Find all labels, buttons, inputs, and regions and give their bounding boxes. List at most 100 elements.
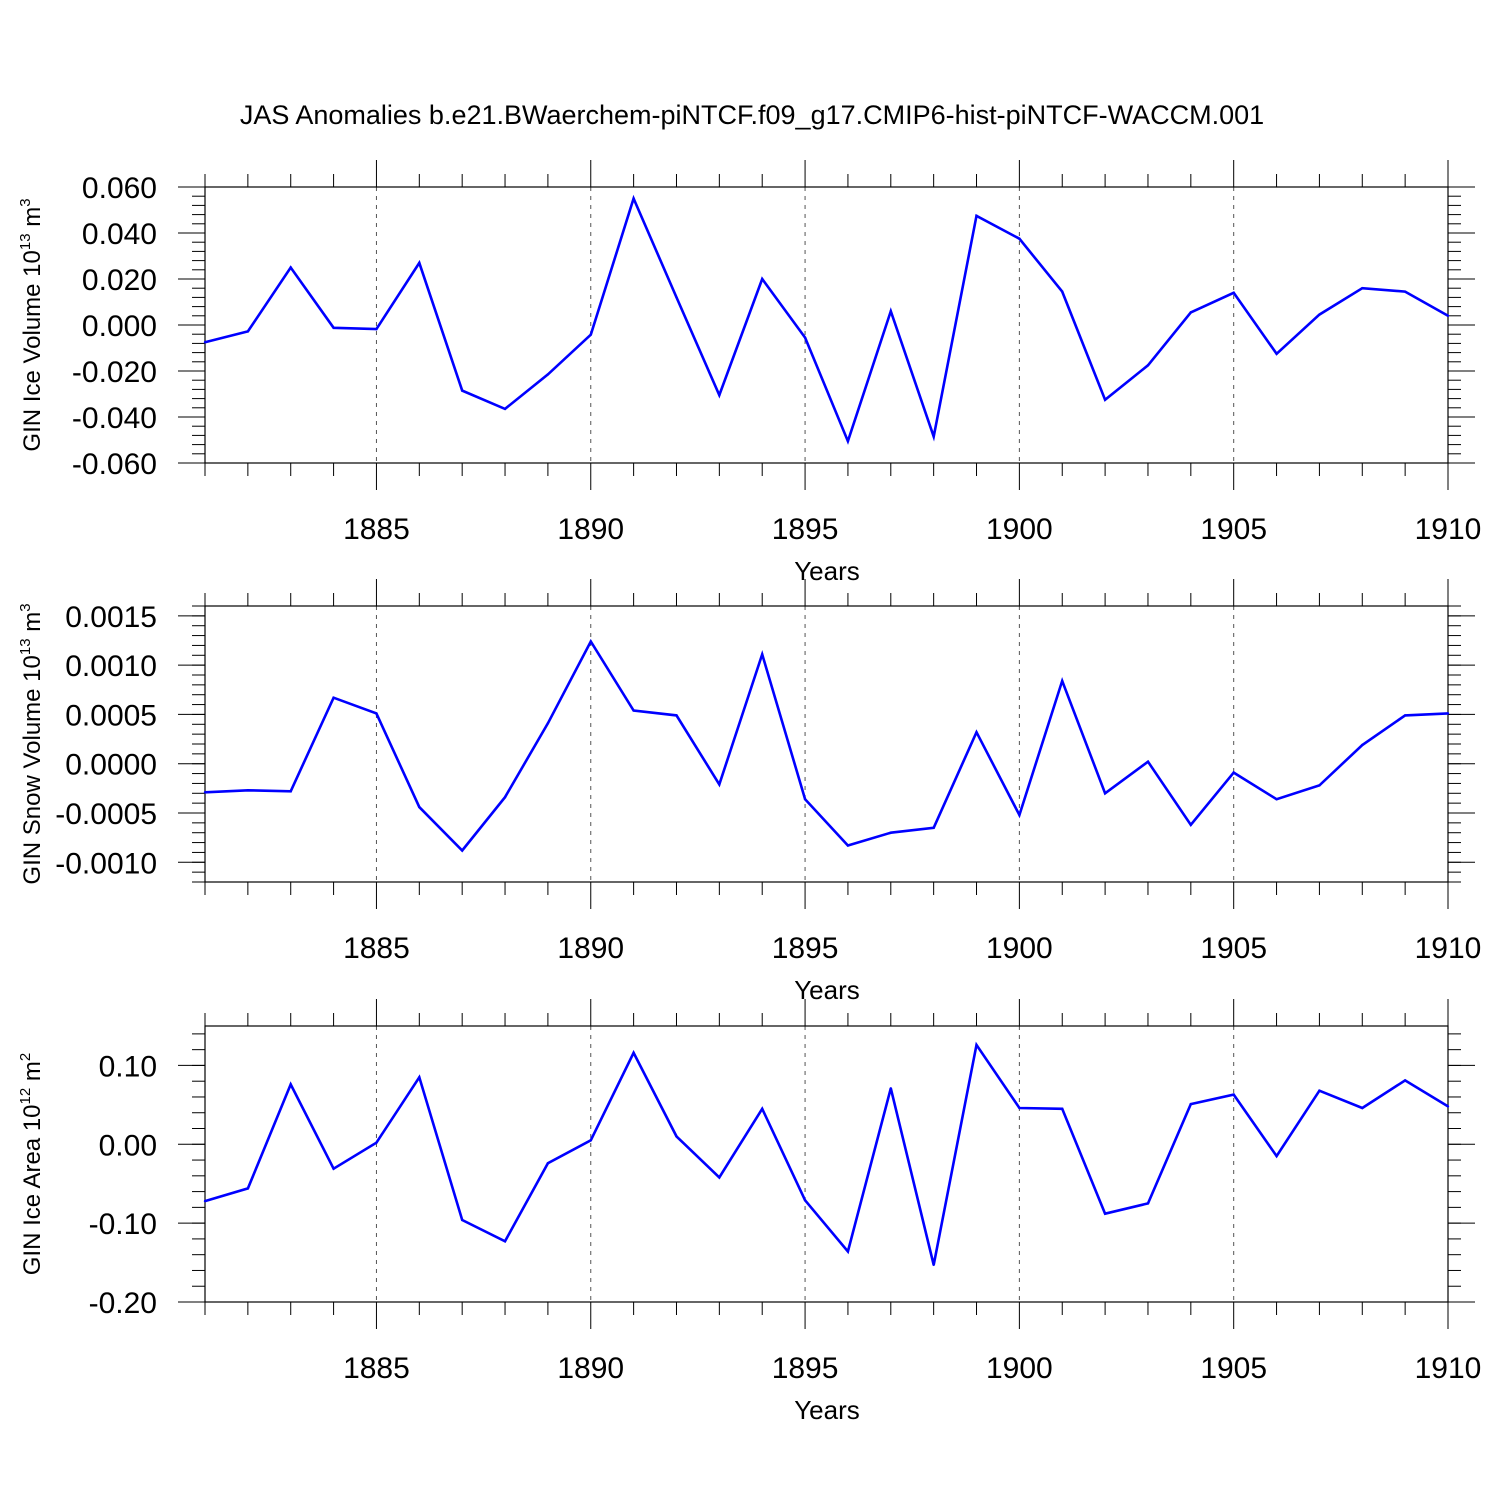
y-tick-label: -0.060 xyxy=(72,448,157,481)
data-point xyxy=(1146,760,1150,763)
y-tick-label: 0.0015 xyxy=(65,601,157,634)
data-point xyxy=(289,1083,292,1086)
data-point xyxy=(803,1199,807,1202)
data-point xyxy=(846,844,850,847)
data-point xyxy=(1103,792,1107,795)
y-axis-label: GIN Snow Volume 1013 m3 xyxy=(17,603,46,884)
data-point xyxy=(1275,1154,1278,1158)
data-point xyxy=(503,407,507,411)
data-point xyxy=(1275,352,1278,355)
data-point xyxy=(846,1250,850,1253)
panel-1: 0.060 0.040 0.020 0.000 -0.020 -0.040 -0.060 18… xyxy=(17,160,1481,586)
panel-3: 0.10 0.00 -0.10 -0.20 1885 1890 1895 1900 1905 19… xyxy=(17,999,1481,1425)
data-point xyxy=(546,373,550,376)
data-point xyxy=(1318,1089,1321,1092)
data-point xyxy=(1103,1212,1107,1215)
y-tick-label: -0.040 xyxy=(72,402,157,435)
data-point xyxy=(1403,714,1407,717)
x-tick-label: 1910 xyxy=(1415,932,1482,965)
data-point xyxy=(632,1051,635,1055)
data-point xyxy=(460,1218,464,1222)
x-tick-label: 1890 xyxy=(557,513,624,546)
data-point xyxy=(375,327,378,331)
y-tick-label: 0.020 xyxy=(82,264,157,297)
data-point xyxy=(589,1139,592,1142)
plot-frame xyxy=(204,186,1449,464)
data-point xyxy=(1446,712,1450,715)
data-point xyxy=(1403,290,1407,293)
data-point xyxy=(975,730,978,734)
data-point xyxy=(203,791,207,794)
x-axis-label: Years xyxy=(794,975,860,1005)
x-tick-label: 1905 xyxy=(1200,932,1267,965)
data-point xyxy=(761,1107,764,1111)
data-point xyxy=(1018,813,1021,817)
data-point xyxy=(289,266,292,269)
data-point xyxy=(589,640,592,643)
data-point xyxy=(1232,291,1235,294)
y-tick-label: 0.0010 xyxy=(65,650,157,683)
data-point xyxy=(289,790,292,793)
x-tick-label: 1900 xyxy=(986,513,1053,546)
data-point xyxy=(1061,1107,1064,1111)
data-point xyxy=(546,1162,550,1165)
plot-frame xyxy=(204,1025,1449,1303)
data-point xyxy=(203,1199,207,1203)
data-point xyxy=(1189,823,1193,827)
data-point xyxy=(803,798,807,801)
data-point xyxy=(675,714,678,717)
data-point xyxy=(1061,679,1064,683)
data-point xyxy=(418,261,421,265)
x-tick-label: 1895 xyxy=(772,932,839,965)
data-point xyxy=(932,1263,935,1267)
series-line xyxy=(204,638,1449,853)
y-tick-label: -0.20 xyxy=(89,1287,157,1320)
data-point xyxy=(332,326,335,329)
data-point xyxy=(1446,314,1450,317)
data-point xyxy=(1275,798,1278,801)
y-tick-label: 0.0005 xyxy=(65,699,157,732)
data-point xyxy=(889,831,892,834)
x-tick-label: 1885 xyxy=(343,932,410,965)
y-tick-label: -0.020 xyxy=(72,356,157,389)
data-point xyxy=(203,341,207,344)
y-tick-label: -0.0005 xyxy=(55,798,157,831)
chart-title: JAS Anomalies b.e21.BWaerchem-piNTCF.f09… xyxy=(240,100,1264,130)
series-line xyxy=(204,1041,1449,1266)
y-tick-label: -0.0010 xyxy=(55,847,157,880)
data-point xyxy=(503,1240,507,1243)
data-point xyxy=(1232,771,1235,774)
data-point xyxy=(1232,1093,1235,1096)
data-point xyxy=(1103,398,1107,401)
data-point xyxy=(332,1167,335,1170)
data-point xyxy=(332,696,335,699)
data-point xyxy=(1318,313,1321,316)
data-point xyxy=(503,796,507,799)
data-point xyxy=(761,653,764,656)
data-point xyxy=(1146,364,1150,367)
data-point xyxy=(1018,1106,1021,1110)
data-point xyxy=(418,805,421,809)
data-point xyxy=(1361,287,1364,290)
panels-layer: 0.060 0.040 0.020 0.000 -0.020 -0.040 -0.060 18… xyxy=(17,160,1481,1425)
data-point xyxy=(1361,1106,1364,1110)
data-point xyxy=(761,277,764,281)
data-point xyxy=(375,712,378,715)
data-point xyxy=(1189,1102,1193,1106)
data-point xyxy=(1318,784,1321,787)
y-tick-label: 0.00 xyxy=(99,1129,157,1162)
x-tick-label: 1895 xyxy=(772,1352,839,1385)
data-point xyxy=(418,1076,421,1079)
panel-2: 0.0015 0.0010 0.0005 0.0000 -0.0005 -0.0010 18… xyxy=(17,579,1481,1005)
data-point xyxy=(1061,290,1064,293)
data-point xyxy=(1361,743,1364,747)
x-tick-label: 1895 xyxy=(772,513,839,546)
data-point xyxy=(1018,237,1021,240)
data-point xyxy=(718,1176,721,1179)
y-tick-label: 0.10 xyxy=(99,1050,157,1083)
data-point xyxy=(846,439,850,443)
x-tick-label: 1905 xyxy=(1200,513,1267,546)
x-tick-label: 1885 xyxy=(343,1352,410,1385)
data-point xyxy=(246,330,250,333)
data-point xyxy=(932,826,935,829)
